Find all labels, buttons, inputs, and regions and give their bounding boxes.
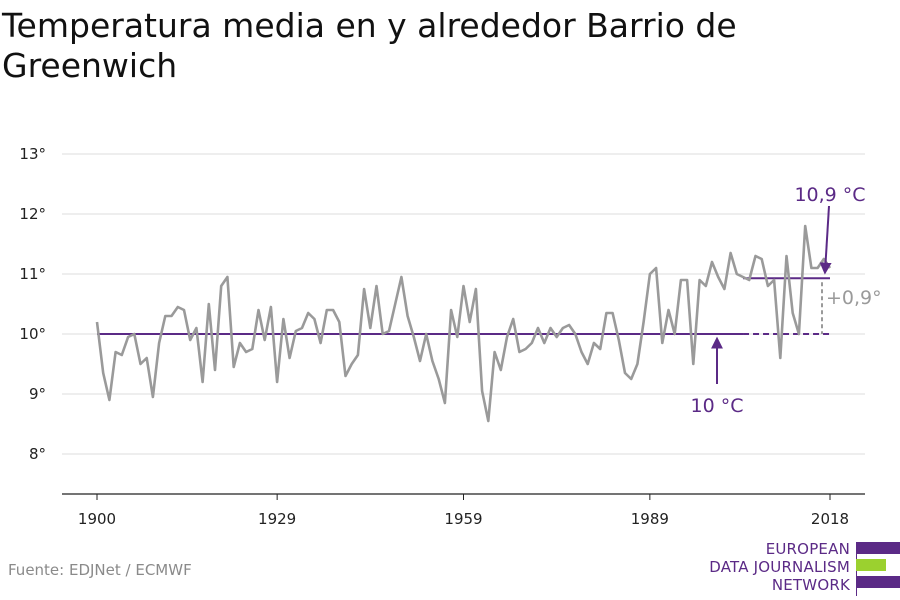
recent-mean-label: 10,9 °C	[794, 184, 865, 206]
logo-bar-purple-top	[856, 542, 900, 554]
y-tick-label-10: 10°	[19, 325, 46, 343]
y-tick-label-12: 12°	[19, 205, 46, 223]
series-line-temperature	[95, 224, 832, 423]
x-tick-label-1959: 1959	[444, 510, 482, 528]
chart-title: Temperatura media en y alrededor Barrio …	[2, 6, 737, 85]
logo-text-data-journalism: DATA JOURNALISM	[709, 558, 850, 576]
series-temperature	[95, 224, 832, 423]
x-axis-ticks: 1900 1929 1959 1989 2018	[78, 494, 849, 528]
x-tick-label-1989: 1989	[631, 510, 669, 528]
logo-bar-purple-bottom	[856, 576, 900, 588]
x-tick-label-2018: 2018	[811, 510, 849, 528]
difference-label: +0,9°	[826, 287, 882, 309]
recent-mean-arrow	[819, 205, 832, 275]
x-tick-label-1929: 1929	[258, 510, 296, 528]
y-axis-ticks: 8° 9° 10° 11° 12° 13°	[19, 145, 46, 463]
baseline-label: 10 °C	[691, 395, 744, 417]
y-tick-label-9: 9°	[29, 385, 46, 403]
gridlines	[62, 153, 865, 455]
y-tick-label-13: 13°	[19, 145, 46, 163]
logo-text-network: NETWORK	[771, 576, 850, 594]
logo-text-european: EUROPEAN	[765, 540, 850, 558]
x-tick-label-1900: 1900	[78, 510, 116, 528]
reference-lines	[97, 277, 830, 335]
annotations: +0,9° 10 °C 10,9 °C	[691, 184, 882, 417]
edjnet-logo: EUROPEAN DATA JOURNALISM NETWORK	[700, 538, 900, 596]
source-note: Fuente: EDJNet / ECMWF	[8, 561, 192, 579]
logo-bar-green	[856, 559, 886, 571]
y-tick-label-8: 8°	[29, 445, 46, 463]
y-tick-label-11: 11°	[19, 265, 46, 283]
